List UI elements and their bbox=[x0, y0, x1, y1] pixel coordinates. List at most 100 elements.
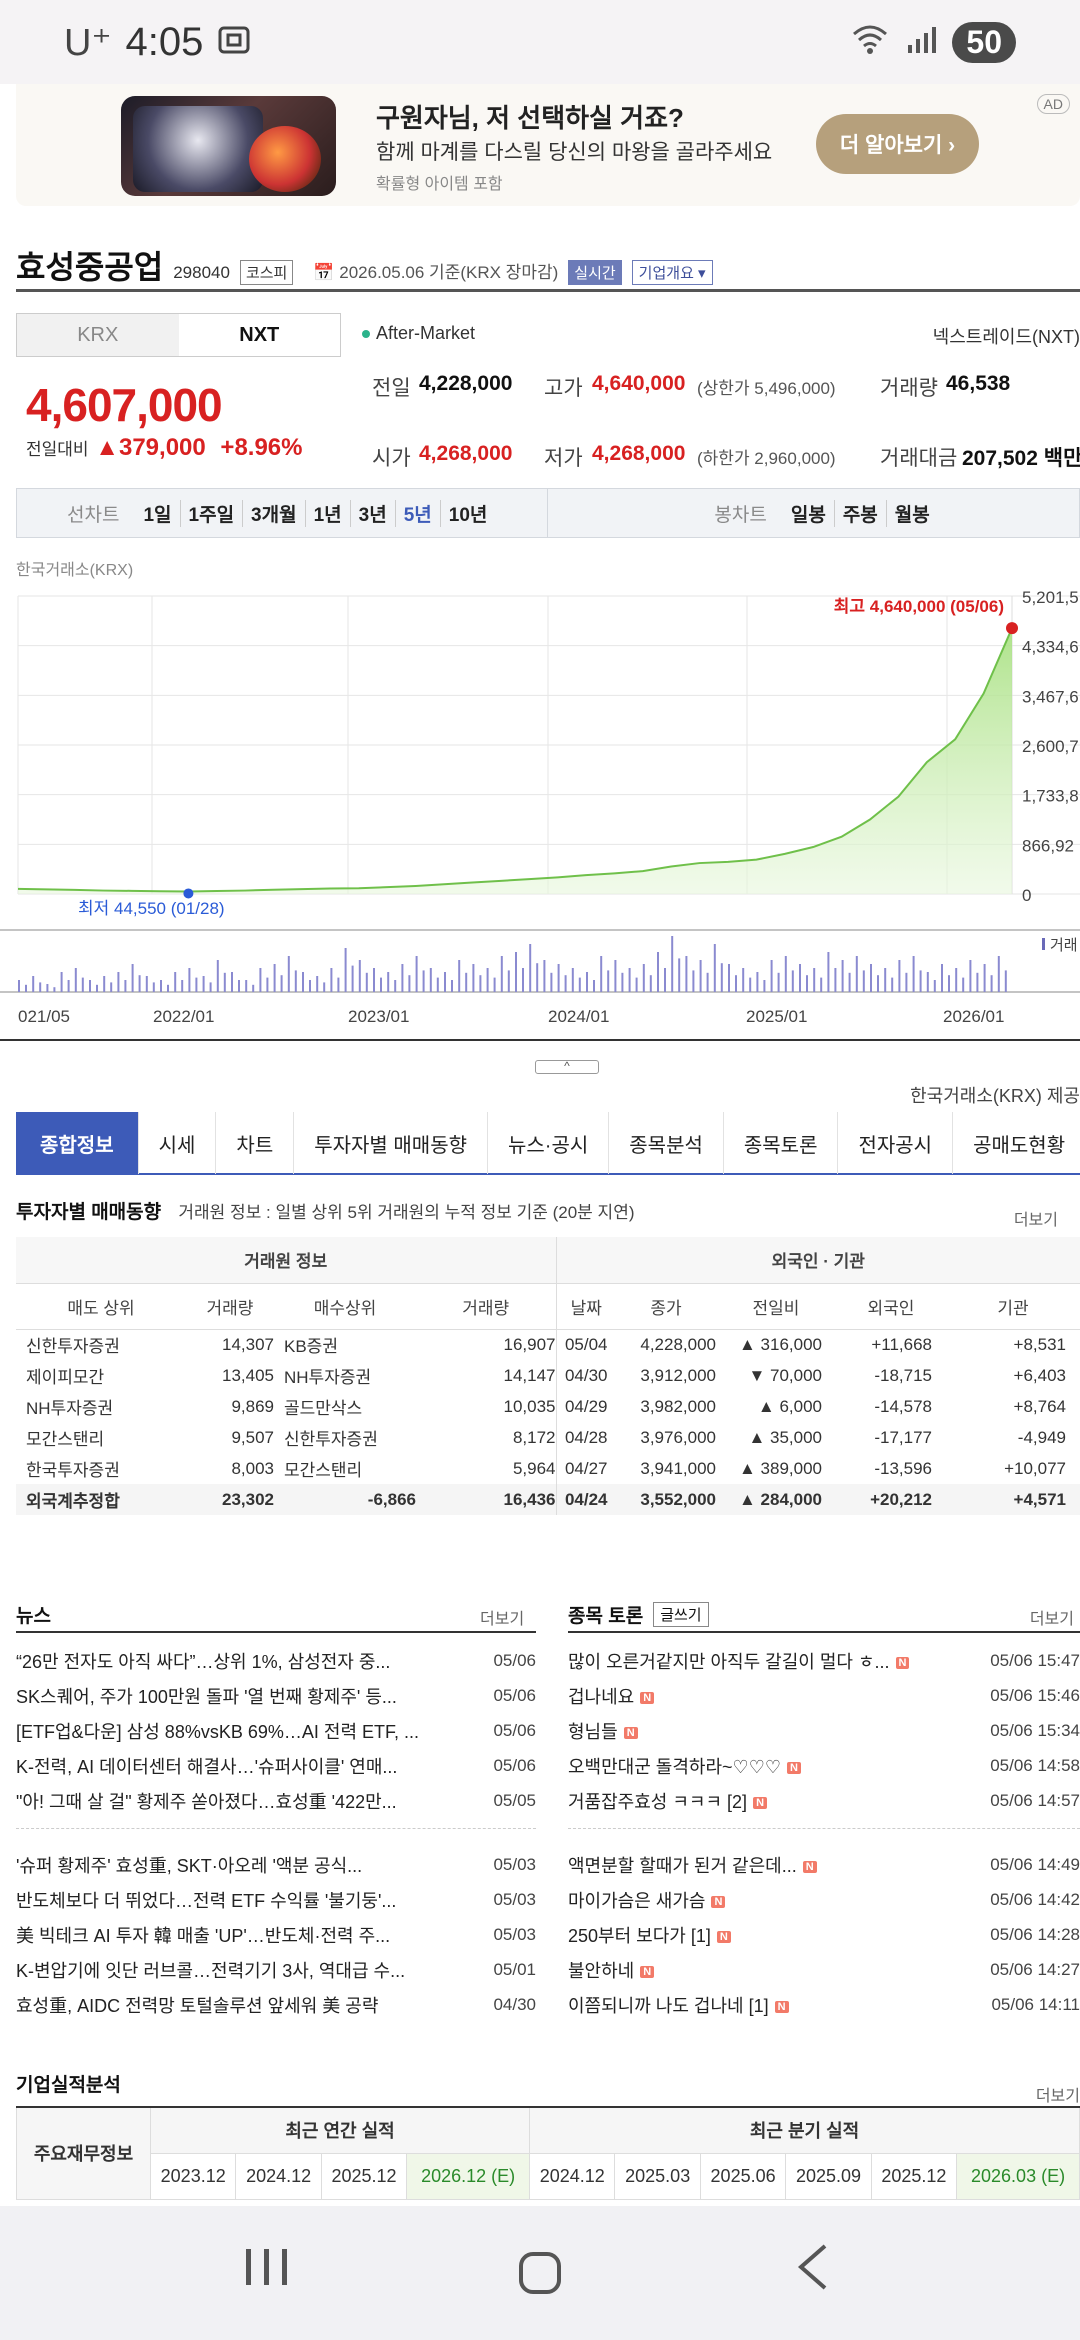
list-item-title[interactable]: “26만 전자도 아직 싸다”…상위 1%, 삼성전자 중... bbox=[16, 1648, 390, 1674]
table-cell[interactable]: NH투자증권 bbox=[26, 1399, 114, 1418]
list-item[interactable]: 형님들 N 05/06 15:34 bbox=[568, 1713, 1080, 1748]
list-item-text[interactable]: 효성重, AIDC 전력망 토털솔루션 앞세워 美 공략 bbox=[16, 1995, 379, 2016]
list-item-text[interactable]: SK스퀘어, 주가 100만원 돌파 '열 번째 황제주' 등... bbox=[16, 1686, 397, 1707]
list-item-title[interactable]: 많이 오른거같지만 아직두 갈길이 멀다 ㅎ... N bbox=[568, 1648, 910, 1674]
period-3m[interactable]: 3개월 bbox=[243, 499, 306, 527]
list-item[interactable]: “26만 전자도 아직 싸다”…상위 1%, 삼성전자 중... 05/06 bbox=[16, 1643, 536, 1678]
list-item[interactable]: 많이 오른거같지만 아직두 갈길이 멀다 ㅎ... N 05/06 15:47 bbox=[568, 1643, 1080, 1678]
list-item-title[interactable]: SK스퀘어, 주가 100만원 돌파 '열 번째 황제주' 등... bbox=[16, 1683, 397, 1709]
table-cell[interactable]: KB증권 bbox=[284, 1337, 338, 1357]
list-item[interactable]: 액면분할 할때가 된거 같은데... N 05/06 14:49 bbox=[568, 1847, 1080, 1882]
realtime-button[interactable]: 실시간 bbox=[568, 260, 622, 285]
tab-chart[interactable]: 차트 bbox=[216, 1112, 295, 1174]
table-cell[interactable]: 신한투자증권 bbox=[284, 1430, 378, 1449]
tab-overview[interactable]: 종합정보 bbox=[16, 1112, 139, 1174]
list-item[interactable]: SK스퀘어, 주가 100만원 돌파 '열 번째 황제주' 등... 05/06 bbox=[16, 1678, 536, 1713]
list-item-title[interactable]: 반도체보다 더 뛰었다…전력 ETF 수익률 '불기둥'... bbox=[16, 1887, 396, 1913]
ad-learn-more-button[interactable]: 더 알아보기 › bbox=[816, 114, 979, 174]
list-item-text[interactable]: [ETF업&다운] 삼성 88%vsKB 69%…AI 전력 ETF, ... bbox=[16, 1721, 420, 1742]
tab-nxt[interactable]: NXT bbox=[178, 314, 340, 356]
tab-krx[interactable]: KRX bbox=[17, 314, 179, 356]
list-item[interactable]: 반도체보다 더 뛰었다…전력 ETF 수익률 '불기둥'... 05/03 bbox=[16, 1882, 536, 1917]
tab-quotes[interactable]: 시세 bbox=[139, 1112, 217, 1174]
list-item[interactable]: 겁나네요 N 05/06 15:46 bbox=[568, 1678, 1080, 1713]
list-item[interactable]: 불안하네 N 05/06 14:27 bbox=[568, 1952, 1080, 1987]
period-3y[interactable]: 3년 bbox=[351, 499, 396, 527]
list-item-title[interactable]: '슈퍼 황제주' 효성重, SKT·아오레 '액분 공식... bbox=[16, 1852, 362, 1878]
list-item-title[interactable]: 마이가슴은 새가슴 N bbox=[568, 1887, 726, 1913]
list-item-text[interactable]: 반도체보다 더 뛰었다…전력 ETF 수익률 '불기둥'... bbox=[16, 1890, 397, 1911]
list-item-text[interactable]: K-변압기에 잇단 러브콜…전력기기 3사, 역대급 수... bbox=[16, 1960, 406, 1981]
list-item-text[interactable]: 마이가슴은 새가슴 bbox=[568, 1890, 706, 1911]
list-item[interactable]: 효성重, AIDC 전력망 토털솔루션 앞세워 美 공략 04/30 bbox=[16, 1987, 536, 2022]
list-item-text[interactable]: 액면분할 할때가 된거 같은데... bbox=[568, 1855, 797, 1876]
list-item-text[interactable]: 겁나네요 bbox=[568, 1686, 635, 1707]
list-item[interactable]: '슈퍼 황제주' 효성重, SKT·아오레 '액분 공식... 05/03 bbox=[16, 1847, 536, 1882]
list-item[interactable]: K-전력, AI 데이터센터 해결사…'슈퍼사이클' 연매... 05/06 bbox=[16, 1748, 536, 1783]
list-item-text[interactable]: 불안하네 bbox=[568, 1960, 635, 1981]
perf-more-link[interactable]: 더보기 bbox=[1035, 2088, 1080, 2105]
list-item-title[interactable]: 美 빅테크 AI 투자 韓 매출 'UP'…반도체·전력 주... bbox=[16, 1922, 390, 1948]
list-item-text[interactable]: 오백만대군 돌격하라~♡♡♡ bbox=[568, 1756, 781, 1777]
list-item-title[interactable]: "아! 그때 살 걸" 황제주 쏟아졌다…효성重 '422만... bbox=[16, 1788, 397, 1814]
list-item-text[interactable]: 이쯤되니까 나도 겁나네 [1] bbox=[568, 1995, 769, 2016]
list-item[interactable]: [ETF업&다운] 삼성 88%vsKB 69%…AI 전력 ETF, ... 0… bbox=[16, 1713, 536, 1748]
tab-disclosure[interactable]: 전자공시 bbox=[838, 1112, 954, 1174]
list-item-title[interactable]: 250부터 보다가 [1] N bbox=[568, 1922, 731, 1948]
list-item-text[interactable]: 美 빅테크 AI 투자 韓 매출 'UP'…반도체·전력 주... bbox=[16, 1925, 391, 1946]
candle-monthly[interactable]: 월봉 bbox=[894, 504, 930, 526]
period-1y[interactable]: 1년 bbox=[306, 499, 351, 527]
table-cell[interactable]: 모간스탠리 bbox=[26, 1430, 105, 1449]
tab-analysis[interactable]: 종목분석 bbox=[609, 1112, 724, 1174]
list-item[interactable]: 250부터 보다가 [1] N 05/06 14:28 bbox=[568, 1917, 1080, 1952]
back-button[interactable] bbox=[763, 2242, 863, 2304]
list-item[interactable]: 오백만대군 돌격하라~♡♡♡ N 05/06 14:58 bbox=[568, 1748, 1080, 1783]
price-chart[interactable]: 5,201,5 4,334,6 3,467,6 2,600,7 1,733,8 866,9… bbox=[0, 580, 1080, 1050]
list-item-title[interactable]: 액면분할 할때가 된거 같은데... N bbox=[568, 1852, 817, 1878]
list-item-title[interactable]: [ETF업&다운] 삼성 88%vsKB 69%…AI 전력 ETF, ... bbox=[16, 1718, 419, 1744]
recent-apps-button[interactable] bbox=[217, 2245, 317, 2301]
home-button[interactable] bbox=[490, 2252, 590, 2294]
list-item-text[interactable]: "아! 그때 살 걸" 황제주 쏟아졌다…효성重 '422만... bbox=[16, 1791, 397, 1812]
table-cell[interactable]: 모간스탠리 bbox=[284, 1461, 363, 1480]
news-more-link[interactable]: 더보기 bbox=[480, 1611, 525, 1628]
tab-investor[interactable]: 투자자별 매매동향 bbox=[294, 1112, 488, 1174]
candle-daily[interactable]: 일봉 bbox=[783, 499, 835, 527]
period-5y[interactable]: 5년 bbox=[396, 499, 441, 527]
ad-banner[interactable]: 구원자님, 저 선택하실 거죠? 함께 마계를 다스릴 당신의 마왕을 골라주세… bbox=[16, 84, 1080, 206]
tab-news[interactable]: 뉴스·공시 bbox=[488, 1112, 610, 1174]
list-item-title[interactable]: 이쯤되니까 나도 겁나네 [1] N bbox=[568, 1992, 789, 2018]
list-item-title[interactable]: 오백만대군 돌격하라~♡♡♡ N bbox=[568, 1753, 801, 1779]
list-item[interactable]: 거품잡주효성 ㅋㅋㅋ [2] N 05/06 14:57 bbox=[568, 1783, 1080, 1818]
forum-write-button[interactable]: 글쓰기 bbox=[653, 1601, 709, 1627]
period-1w[interactable]: 1주일 bbox=[181, 499, 244, 527]
list-item-text[interactable]: 250부터 보다가 [1] bbox=[568, 1925, 711, 1946]
table-cell[interactable]: 제이피모간 bbox=[26, 1368, 105, 1387]
list-item-title[interactable]: 효성重, AIDC 전력망 토털솔루션 앞세워 美 공략 bbox=[16, 1992, 378, 2018]
list-item-text[interactable]: 거품잡주효성 ㅋㅋㅋ [2] bbox=[568, 1791, 748, 1812]
list-item-title[interactable]: 형님들 N bbox=[568, 1718, 638, 1744]
list-item-title[interactable]: 불안하네 N bbox=[568, 1957, 655, 1983]
forum-more-link[interactable]: 더보기 bbox=[1029, 1611, 1074, 1628]
list-item-title[interactable]: K-전력, AI 데이터센터 해결사…'슈퍼사이클' 연매... bbox=[16, 1753, 397, 1779]
nxt-link[interactable]: 넥스트레이드(NXT) bbox=[932, 327, 1080, 347]
list-item[interactable]: "아! 그때 살 걸" 황제주 쏟아졌다…효성重 '422만... 05/05 bbox=[16, 1783, 536, 1818]
list-item[interactable]: 마이가슴은 새가슴 N 05/06 14:42 bbox=[568, 1882, 1080, 1917]
table-cell[interactable]: 신한투자증권 bbox=[26, 1337, 120, 1357]
list-item-text[interactable]: “26만 전자도 아직 싸다”…상위 1%, 삼성전자 중... bbox=[16, 1651, 391, 1672]
tab-forum[interactable]: 종목토론 bbox=[724, 1112, 839, 1174]
table-cell[interactable]: NH투자증권 bbox=[284, 1368, 372, 1387]
list-item-title[interactable]: 겁나네요 N bbox=[568, 1683, 655, 1709]
tab-short-selling[interactable]: 공매도현황 bbox=[973, 1134, 1066, 1157]
period-10y[interactable]: 10년 bbox=[448, 504, 488, 526]
list-item-text[interactable]: 많이 오른거같지만 아직두 갈길이 멀다 ㅎ... bbox=[568, 1651, 890, 1672]
list-item-text[interactable]: '슈퍼 황제주' 효성重, SKT·아오레 '액분 공식... bbox=[16, 1855, 363, 1876]
list-item-text[interactable]: K-전력, AI 데이터센터 해결사…'슈퍼사이클' 연매... bbox=[16, 1756, 398, 1777]
list-item[interactable]: 美 빅테크 AI 투자 韓 매출 'UP'…반도체·전력 주... 05/03 bbox=[16, 1917, 536, 1952]
trade-more-link[interactable]: 더보기 bbox=[1013, 1212, 1058, 1229]
list-item[interactable]: K-변압기에 잇단 러브콜…전력기기 3사, 역대급 수... 05/01 bbox=[16, 1952, 536, 1987]
chart-collapse-button[interactable]: ^ bbox=[535, 1060, 599, 1074]
period-1d[interactable]: 1일 bbox=[135, 499, 181, 527]
list-item-title[interactable]: 거품잡주효성 ㅋㅋㅋ [2] N bbox=[568, 1788, 768, 1814]
ad-tag[interactable]: AD bbox=[1036, 94, 1070, 114]
